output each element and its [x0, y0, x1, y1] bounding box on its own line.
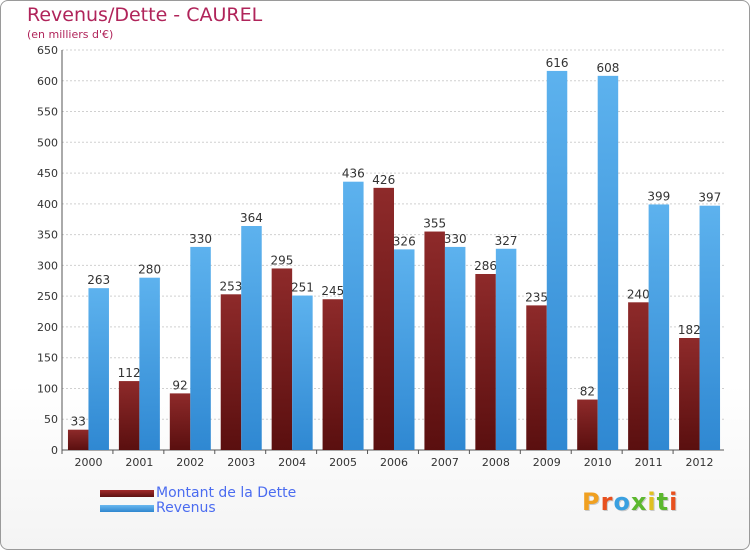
chart-subtitle: (en milliers d'€)	[27, 28, 114, 41]
y-tick-label: 650	[37, 44, 58, 57]
legend-swatch-revenus	[100, 505, 154, 512]
x-tick-label: 2007	[431, 456, 459, 469]
chart-title: Revenus/Dette - CAUREL	[27, 4, 263, 26]
x-tick-label: 2005	[329, 456, 357, 469]
data-label-revenus: 616	[546, 56, 569, 70]
y-tick-label: 550	[37, 106, 58, 119]
y-tick-label: 150	[37, 352, 58, 365]
logo-letter: P	[582, 488, 601, 516]
bar-revenus	[139, 277, 160, 450]
legend-label-dette: Montant de la Dette	[156, 485, 297, 501]
data-label-dette: 112	[118, 366, 141, 380]
x-tick-label: 2002	[176, 456, 204, 469]
logo-letter: o	[613, 488, 631, 516]
bar-dette	[169, 393, 191, 450]
data-label-revenus: 327	[495, 234, 518, 248]
data-label-dette: 295	[270, 253, 293, 267]
data-label-dette: 355	[423, 217, 446, 231]
y-tick-label: 0	[51, 444, 58, 457]
bar-revenus	[343, 181, 364, 450]
data-label-revenus: 330	[444, 232, 467, 246]
data-label-revenus: 397	[698, 191, 721, 205]
bar-dette	[322, 299, 344, 450]
y-tick-label: 100	[37, 382, 58, 395]
bar-revenus	[597, 75, 619, 450]
data-label-dette: 235	[525, 290, 548, 304]
y-tick-label: 300	[37, 259, 58, 272]
x-tick-label: 2001	[125, 456, 153, 469]
logo-letter: x	[630, 488, 648, 516]
y-tick-label: 250	[37, 290, 58, 303]
bar-revenus	[241, 226, 262, 450]
bar-dette	[373, 187, 394, 450]
data-label-revenus: 608	[596, 61, 619, 75]
x-tick-label: 2011	[635, 456, 663, 469]
x-tick-label: 2008	[482, 456, 510, 469]
proxiti-logo: Proxiti	[582, 488, 678, 516]
y-tick-label: 500	[37, 136, 58, 149]
bar-dette	[526, 305, 547, 450]
bar-revenus	[546, 70, 568, 450]
bar-revenus	[190, 246, 211, 450]
x-tick-label: 2000	[74, 456, 102, 469]
data-label-dette: 253	[220, 279, 243, 293]
bar-dette	[577, 399, 598, 450]
logo-letter: t	[656, 488, 670, 516]
x-tick-label: 2004	[278, 456, 306, 469]
bar-revenus	[444, 246, 466, 450]
data-label-dette: 286	[474, 259, 497, 273]
data-label-dette: 240	[627, 287, 650, 301]
bar-revenus	[495, 248, 517, 450]
bar-dette	[220, 294, 242, 450]
bar-revenus	[292, 295, 313, 450]
data-label-dette: 33	[71, 415, 86, 429]
bar-dette	[628, 302, 649, 450]
x-tick-label: 2003	[227, 456, 255, 469]
data-label-revenus: 280	[138, 263, 161, 277]
data-label-revenus: 399	[647, 189, 670, 203]
y-tick-label: 50	[44, 413, 58, 426]
data-label-revenus: 251	[291, 281, 314, 295]
bar-dette	[67, 429, 89, 450]
data-label-dette: 426	[372, 173, 395, 187]
y-tick-label: 350	[37, 229, 58, 242]
bar-dette	[424, 231, 445, 450]
bar-revenus	[699, 205, 721, 450]
logo-letter: i	[647, 488, 657, 516]
legend-swatch-dette	[100, 490, 154, 497]
bar-revenus	[648, 204, 670, 450]
x-tick-label: 2006	[380, 456, 408, 469]
bar-dette	[679, 338, 700, 450]
bar-dette	[118, 381, 140, 450]
legend-label-revenus: Revenus	[156, 500, 216, 516]
data-label-dette: 82	[580, 385, 595, 399]
bar-dette	[271, 268, 293, 450]
x-tick-label: 2012	[686, 456, 714, 469]
data-label-revenus: 436	[342, 167, 365, 181]
data-label-revenus: 364	[240, 211, 263, 225]
logo-letter: r	[600, 488, 614, 516]
data-label-dette: 182	[678, 323, 701, 337]
x-tick-label: 2009	[533, 456, 561, 469]
logo-letter: i	[669, 488, 679, 516]
data-label-revenus: 263	[87, 273, 110, 287]
x-tick-label: 2010	[584, 456, 612, 469]
data-label-dette: 92	[172, 378, 187, 392]
y-tick-label: 200	[37, 321, 58, 334]
bar-revenus	[88, 288, 109, 450]
y-tick-label: 450	[37, 167, 58, 180]
y-tick-label: 400	[37, 198, 58, 211]
y-tick-label: 600	[37, 75, 58, 88]
data-label-revenus: 330	[189, 232, 212, 246]
bar-revenus	[394, 249, 415, 450]
data-label-revenus: 326	[393, 234, 416, 248]
data-label-dette: 245	[321, 284, 344, 298]
bar-dette	[475, 274, 496, 450]
